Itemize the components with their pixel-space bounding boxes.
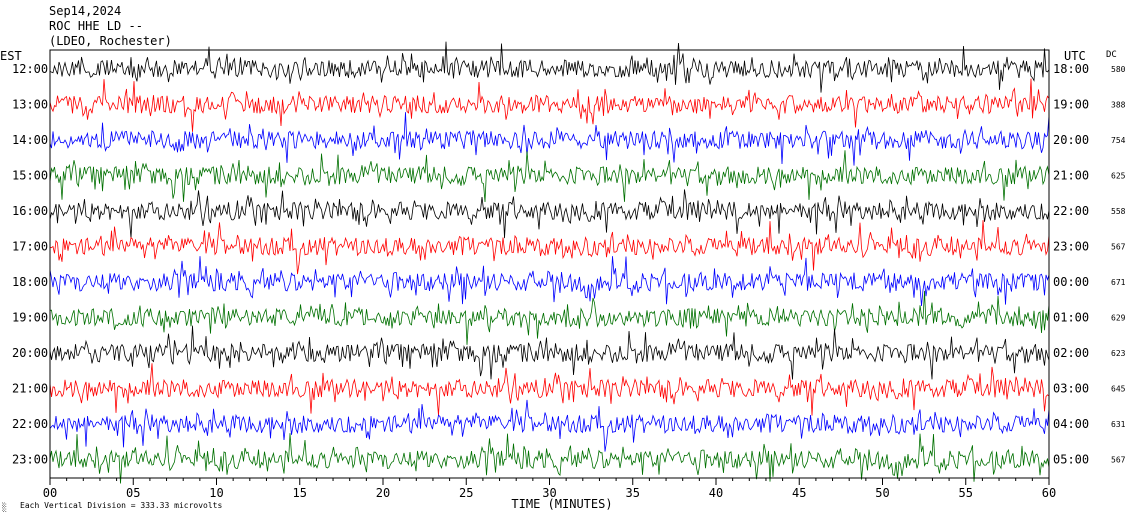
trace-row xyxy=(49,325,1050,380)
trace-row xyxy=(49,150,1050,203)
trace-row xyxy=(49,256,1050,307)
seismic-traces xyxy=(49,41,1050,484)
utc-hour-label: 05:00 xyxy=(1053,453,1089,467)
trace-row xyxy=(49,399,1050,452)
trace-row xyxy=(49,433,1050,484)
utc-hour-label: 03:00 xyxy=(1053,382,1089,396)
dc-offset-label: 580 xyxy=(1111,65,1126,74)
utc-hour-label: 01:00 xyxy=(1053,311,1089,325)
trace-row xyxy=(49,290,1050,345)
utc-hour-label: 20:00 xyxy=(1053,133,1089,147)
utc-hour-label: 00:00 xyxy=(1053,275,1089,289)
x-tick-label: 40 xyxy=(709,486,723,500)
utc-hour-label: 02:00 xyxy=(1053,346,1089,360)
utc-hour-label: 22:00 xyxy=(1053,204,1089,218)
x-tick-label: 55 xyxy=(959,486,973,500)
left-axis-title: EST xyxy=(0,49,22,63)
x-tick-label: 45 xyxy=(792,486,806,500)
est-hour-label: 23:00 xyxy=(12,453,48,467)
est-hour-label: 20:00 xyxy=(12,346,48,360)
dc-offset-label: 625 xyxy=(1111,172,1126,181)
est-hour-label: 19:00 xyxy=(12,311,48,325)
x-tick-label: 00 xyxy=(43,486,57,500)
network-label: (LDEO, Rochester) xyxy=(49,34,172,48)
date-label: Sep14,2024 xyxy=(49,4,121,18)
trace-row xyxy=(49,363,1050,416)
est-hour-label: 13:00 xyxy=(12,98,48,112)
right-axis-title: UTC xyxy=(1064,49,1086,63)
row-labels: 12:00 18:00 580 13:00 19:00 388 14:00 20:00 754 1… xyxy=(12,62,1126,467)
dc-offset-label: 631 xyxy=(1111,420,1126,429)
est-hour-label: 12:00 xyxy=(12,62,48,76)
dc-offset-label: 558 xyxy=(1111,207,1126,216)
trace-row xyxy=(49,220,1050,275)
x-tick-label: 60 xyxy=(1042,486,1056,500)
dc-offset-label: 671 xyxy=(1111,278,1126,287)
x-tick-label: 25 xyxy=(459,486,473,500)
scale-icon: ░ xyxy=(2,502,7,512)
dc-offset-label: 388 xyxy=(1111,101,1126,110)
trace-row xyxy=(49,112,1050,166)
x-tick-label: 15 xyxy=(293,486,307,500)
est-hour-label: 14:00 xyxy=(12,133,48,147)
scale-note: Each Vertical Division = 333.33 microvol… xyxy=(20,501,222,510)
est-hour-label: 17:00 xyxy=(12,240,48,254)
station-label: ROC HHE LD -- xyxy=(49,19,143,33)
est-hour-label: 22:00 xyxy=(12,417,48,431)
dc-offset-label: 629 xyxy=(1111,314,1126,323)
est-hour-label: 21:00 xyxy=(12,382,48,396)
trace-row xyxy=(49,78,1050,132)
dc-offset-label: 645 xyxy=(1111,385,1126,394)
trace-row xyxy=(49,189,1050,239)
utc-hour-label: 21:00 xyxy=(1053,169,1089,183)
x-axis: 00 05 10 15 20 25 30 35 40 45 50 55 60 xyxy=(43,478,1056,500)
x-tick-label: 50 xyxy=(875,486,889,500)
x-tick-label: 30 xyxy=(542,486,556,500)
x-tick-label: 35 xyxy=(626,486,640,500)
x-tick-label: 20 xyxy=(376,486,390,500)
dc-offset-label: 623 xyxy=(1111,349,1126,358)
x-axis-label: TIME (MINUTES) xyxy=(511,497,612,511)
dc-offset-label: 567 xyxy=(1111,243,1126,252)
utc-hour-label: 18:00 xyxy=(1053,62,1089,76)
utc-hour-label: 23:00 xyxy=(1053,240,1089,254)
x-tick-label: 05 xyxy=(126,486,140,500)
trace-row xyxy=(49,41,1050,93)
utc-hour-label: 19:00 xyxy=(1053,98,1089,112)
dc-offset-label: 754 xyxy=(1111,136,1126,145)
dc-title: DC xyxy=(1106,50,1117,60)
utc-hour-label: 04:00 xyxy=(1053,417,1089,431)
dc-offset-label: 567 xyxy=(1111,456,1126,465)
x-tick-label: 10 xyxy=(209,486,223,500)
est-hour-label: 16:00 xyxy=(12,204,48,218)
est-hour-label: 18:00 xyxy=(12,275,48,289)
est-hour-label: 15:00 xyxy=(12,169,48,183)
